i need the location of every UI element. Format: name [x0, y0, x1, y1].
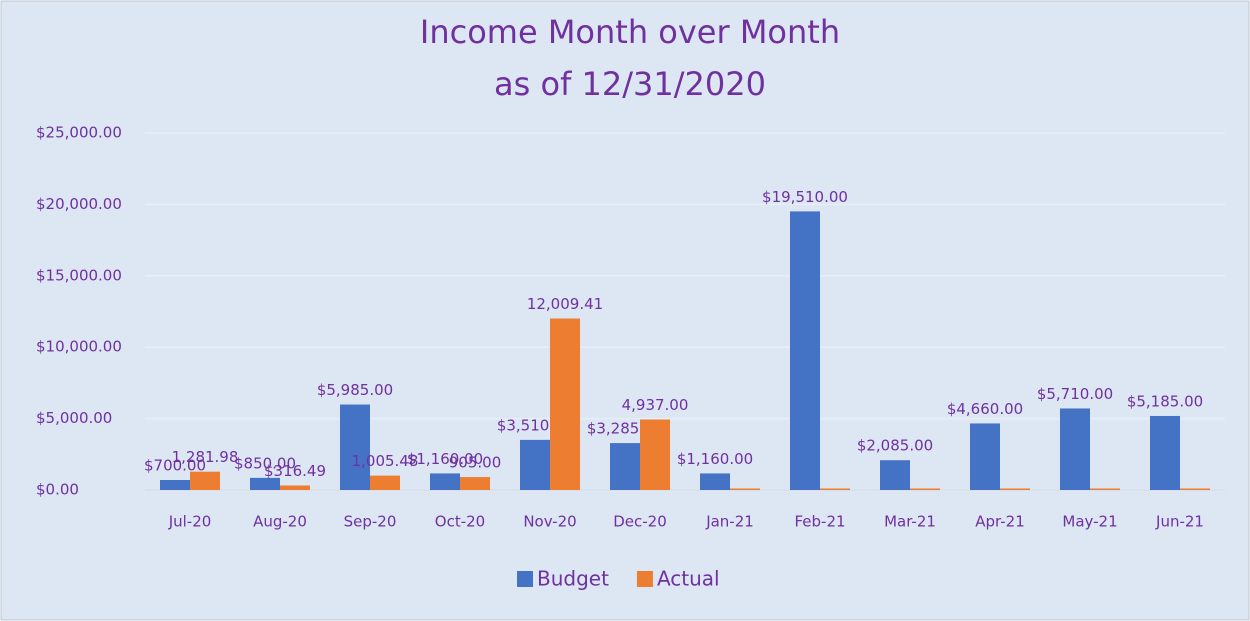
- data-label: $1,160.00: [677, 450, 753, 468]
- bar: [790, 211, 820, 490]
- y-tick-label: $0.00: [36, 481, 79, 499]
- bar: [370, 475, 400, 490]
- bar: [550, 318, 580, 490]
- x-tick-label: Dec-20: [613, 513, 667, 531]
- bar: [1060, 408, 1090, 490]
- data-label: $19,510.00: [762, 188, 848, 206]
- x-tick-label: Jan-21: [705, 513, 754, 531]
- legend-swatch: [636, 571, 653, 587]
- x-tick-label: Sep-20: [344, 513, 397, 531]
- legend-swatch: [517, 571, 533, 587]
- data-label: $850.00: [234, 454, 296, 472]
- bar: [730, 488, 760, 490]
- legend-label: Budget: [537, 567, 609, 591]
- bar: [700, 473, 730, 490]
- y-tick-label: $15,000.00: [36, 266, 122, 284]
- bar: [1000, 488, 1030, 490]
- x-tick-label: Oct-20: [435, 513, 485, 531]
- chart-subtitle: as of 12/31/2020: [494, 65, 766, 103]
- x-tick-label: Mar-21: [884, 513, 936, 531]
- bar: [640, 419, 670, 490]
- data-label: 12,009.41: [527, 295, 603, 313]
- x-tick-label: May-21: [1062, 513, 1117, 531]
- bar: [880, 460, 910, 490]
- y-tick-label: $5,000.00: [36, 409, 112, 427]
- data-label: $1,160.00: [407, 450, 483, 468]
- x-tick-label: Jun-21: [1155, 513, 1204, 531]
- bar: [520, 439, 550, 490]
- data-label: 1,281.98: [172, 448, 239, 466]
- chart-title: Income Month over Month: [420, 13, 840, 51]
- x-tick-label: Jul-20: [168, 513, 212, 531]
- bar: [910, 488, 940, 490]
- data-label: $5,710.00: [1037, 385, 1113, 403]
- data-label: 905.00: [449, 454, 502, 472]
- data-label: $2,085.00: [857, 437, 933, 455]
- bar: [340, 404, 370, 490]
- data-label: $5,985.00: [317, 381, 393, 399]
- legend-label: Actual: [657, 567, 720, 591]
- bar: [190, 471, 220, 490]
- data-label: 4,937.00: [622, 396, 689, 414]
- bar: [1090, 488, 1120, 490]
- x-tick-label: Feb-21: [794, 513, 845, 531]
- y-tick-label: $25,000.00: [36, 124, 122, 142]
- y-tick-label: $20,000.00: [36, 195, 122, 213]
- bar: [280, 485, 310, 490]
- bar: [250, 477, 280, 490]
- data-label: 1,005.48: [352, 452, 419, 470]
- bar: [610, 443, 640, 490]
- y-tick-label: $10,000.00: [36, 338, 122, 356]
- x-tick-label: Aug-20: [253, 513, 307, 531]
- x-tick-label: Apr-21: [975, 513, 1025, 531]
- bar: [1150, 415, 1180, 490]
- bar: [820, 488, 850, 490]
- bar: [160, 480, 190, 490]
- bar: [1180, 488, 1210, 490]
- bar: [460, 477, 490, 490]
- data-label: $4,660.00: [947, 400, 1023, 418]
- bar: [970, 423, 1000, 490]
- data-label: $316.49: [264, 462, 326, 480]
- data-label: $5,185.00: [1127, 392, 1203, 410]
- x-tick-label: Nov-20: [523, 513, 576, 531]
- bar: [430, 473, 460, 490]
- data-label: $700.00: [144, 457, 206, 475]
